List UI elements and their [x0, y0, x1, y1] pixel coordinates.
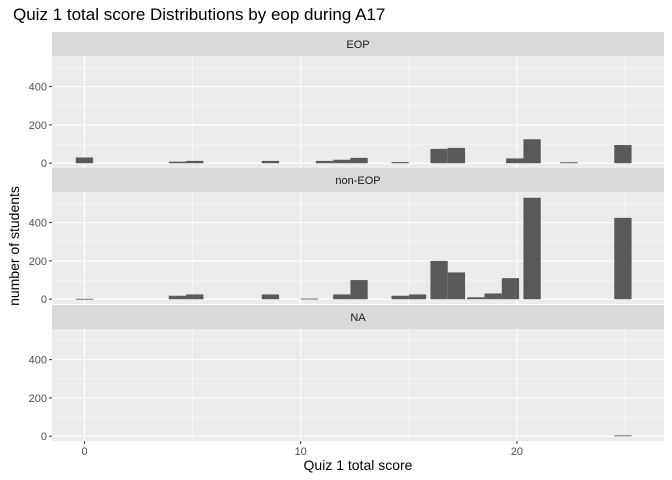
x-tick-label: 20 — [511, 446, 523, 458]
facet-strip — [52, 305, 664, 329]
histogram-bar — [300, 298, 318, 300]
x-tick-label: 0 — [81, 446, 87, 458]
y-tick-label: 200 — [29, 393, 47, 405]
histogram-bar — [315, 160, 334, 164]
histogram-bar — [186, 294, 204, 300]
histogram-bar — [614, 217, 632, 300]
histogram-bar — [75, 298, 94, 300]
histogram-bar — [75, 157, 94, 164]
histogram-bar — [261, 160, 280, 164]
histogram-bar — [523, 197, 541, 300]
histogram-bar — [391, 295, 409, 300]
y-tick-label: 200 — [29, 256, 47, 268]
histogram-bar — [506, 158, 524, 164]
facet-strip — [52, 168, 664, 192]
y-tick-label: 0 — [41, 431, 47, 443]
histogram-bar — [447, 147, 466, 164]
y-tick-label: 400 — [29, 355, 47, 367]
histogram-bar — [168, 295, 187, 300]
facet-strip-label: non-EOP — [335, 175, 380, 187]
panel-background — [52, 56, 664, 168]
histogram-bar — [523, 139, 541, 164]
y-tick-label: 400 — [29, 218, 47, 230]
histogram-bar — [430, 148, 448, 164]
histogram-bar — [501, 278, 520, 300]
facet-strip-label: NA — [350, 312, 366, 324]
facet-panel-eop: EOP 0 200 400 — [29, 32, 664, 170]
histogram-bar — [614, 145, 632, 164]
histogram-bar — [430, 260, 448, 300]
facet-strip-label: EOP — [346, 39, 369, 51]
panels-layer: EOP 0 200 400 non-EOP 0 200 400 NA 0 200 400 — [29, 32, 664, 443]
y-tick-label: 200 — [29, 120, 47, 132]
x-axis-title: Quiz 1 total score — [304, 457, 413, 473]
histogram-bar — [261, 294, 280, 300]
histogram-bar — [408, 294, 427, 300]
histogram-bar — [186, 160, 204, 164]
facet-strip — [52, 32, 664, 56]
facet-panel-na: NA 0 200 400 — [29, 305, 664, 443]
histogram-bar — [467, 297, 485, 300]
y-tick-label: 0 — [41, 158, 47, 170]
histogram-bar — [350, 280, 368, 300]
histogram-bar — [614, 435, 632, 437]
histogram-bar — [447, 272, 466, 300]
panel-background — [52, 329, 664, 441]
histogram-bar — [333, 159, 351, 164]
x-tick-label: 10 — [295, 446, 307, 458]
histogram-bar — [168, 161, 187, 164]
facet-panel-non-eop: non-EOP 0 200 400 — [29, 168, 664, 306]
histogram-bar — [350, 157, 368, 164]
chart-title: Quiz 1 total score Distributions by eop … — [13, 5, 386, 24]
histogram-bar — [333, 294, 351, 300]
y-tick-label: 0 — [41, 294, 47, 306]
histogram-bar — [391, 162, 409, 164]
histogram-bar — [484, 293, 502, 300]
x-axis: 0 10 20 — [81, 441, 523, 458]
y-axis-title: number of students — [6, 186, 22, 306]
histogram-bar — [560, 162, 578, 164]
y-tick-label: 400 — [29, 82, 47, 94]
